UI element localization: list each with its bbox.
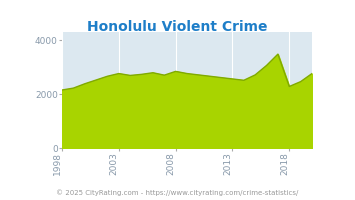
Text: © 2025 CityRating.com - https://www.cityrating.com/crime-statistics/: © 2025 CityRating.com - https://www.city… [56, 189, 299, 196]
Text: Honolulu Violent Crime: Honolulu Violent Crime [87, 20, 268, 34]
